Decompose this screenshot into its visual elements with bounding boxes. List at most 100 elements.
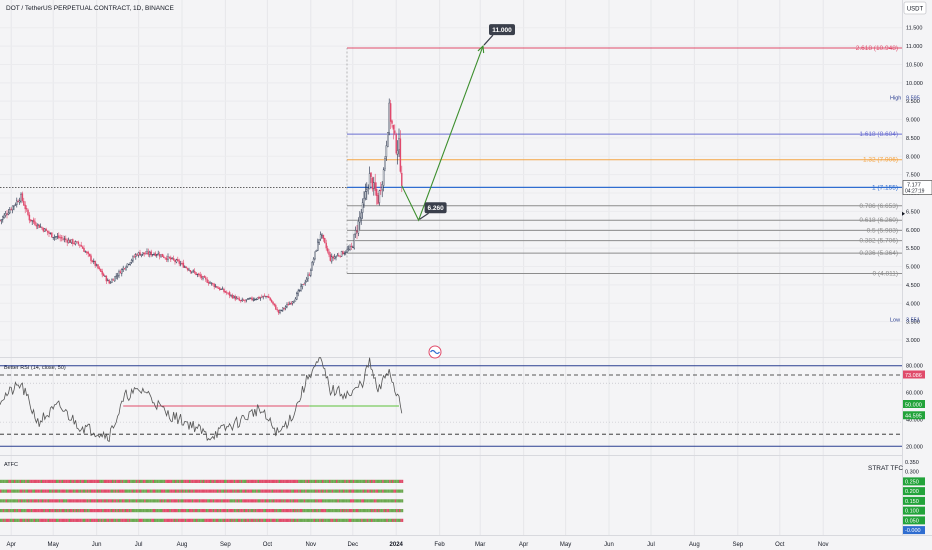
atfc-cell: [278, 518, 281, 522]
fibonacci-extension[interactable]: 2.618 (10.948)1.618 (8.604)1.32 (7.906)1…: [0, 45, 902, 277]
atfc-cell: [246, 489, 248, 493]
atfc-cell: [175, 518, 177, 522]
atfc-cell: [117, 479, 120, 483]
projection-callout: [489, 24, 515, 36]
atfc-cell: [303, 489, 306, 493]
candle-body: [275, 305, 277, 310]
atfc-cell: [387, 479, 390, 483]
atfc-cell: [53, 499, 55, 503]
atfc-cell: [112, 509, 114, 513]
atfc-cell: [116, 499, 118, 503]
atfc-cell: [201, 499, 204, 503]
candle-body: [102, 273, 105, 277]
candle-body: [160, 254, 162, 258]
atfc-cell: [131, 509, 134, 513]
atfc-cell: [361, 499, 363, 503]
atfc-cell: [170, 499, 173, 503]
atfc-cell: [295, 489, 297, 493]
atfc-cell: [235, 489, 237, 493]
atfc-cell: [326, 518, 328, 522]
currency-badge[interactable]: [903, 1, 927, 15]
candle-body: [209, 282, 211, 284]
atfc-cell: [257, 499, 260, 503]
atfc-cell: [330, 509, 332, 513]
candle-body: [95, 264, 98, 266]
atfc-cell: [109, 489, 111, 493]
atfc-cell: [210, 499, 212, 503]
atfc-cell: [19, 518, 22, 522]
atfc-cell: [197, 509, 199, 513]
atfc-cell: [281, 479, 283, 483]
atfc-cell: [263, 489, 265, 493]
atfc-cell: [196, 518, 198, 522]
atfc-cell: [165, 499, 167, 503]
atfc-cell: [99, 499, 101, 503]
candle-body: [200, 275, 203, 279]
atfc-cell: [268, 509, 271, 513]
atfc-cell: [166, 509, 169, 513]
candle-body: [123, 268, 126, 270]
atfc-cell: [252, 489, 254, 493]
atfc-cell: [11, 518, 13, 522]
atfc-cell: [345, 509, 348, 513]
atfc-cell: [12, 489, 15, 493]
atfc-cell: [106, 518, 108, 522]
atfc-cell: [289, 489, 292, 493]
atfc-cell: [155, 518, 157, 522]
atfc-cell: [42, 489, 44, 493]
atfc-cell: [205, 499, 208, 503]
atfc-cell: [324, 479, 327, 483]
atfc-cell: [343, 489, 345, 493]
atfc-cell: [228, 479, 230, 483]
atfc-cell: [222, 489, 225, 493]
candle-body: [395, 134, 397, 154]
atfc-cell: [341, 479, 344, 483]
atfc-cell: [298, 499, 300, 503]
candle-body: [16, 200, 18, 205]
atfc-cell: [142, 479, 145, 483]
candle-body: [265, 295, 267, 297]
atfc-cell: [128, 479, 131, 483]
atfc-cell: [35, 479, 37, 483]
candle-body: [121, 269, 123, 274]
projection-callout: [424, 202, 447, 214]
atfc-cell: [207, 499, 209, 503]
atfc-cell: [54, 499, 57, 503]
atfc-cell: [288, 499, 290, 503]
atfc-cell: [264, 489, 267, 493]
atfc-cell: [37, 489, 40, 493]
atfc-cell: [252, 509, 254, 513]
atfc-cell: [82, 479, 85, 483]
candle-body: [83, 248, 85, 252]
atfc-cell: [240, 499, 243, 503]
atfc-cell: [168, 499, 170, 503]
candle-body: [227, 292, 229, 294]
atfc-cell: [184, 489, 187, 493]
atfc-cell: [266, 509, 268, 513]
atfc-cell: [355, 518, 358, 522]
atfc-cell: [218, 489, 220, 493]
atfc-cell: [281, 499, 283, 503]
candle-body: [284, 306, 287, 309]
atfc-cell: [105, 518, 107, 522]
price-tick-label: 8.000: [906, 154, 920, 160]
atfc-cell: [166, 499, 169, 503]
atfc-cell: [253, 518, 255, 522]
atfc-cell: [65, 518, 68, 522]
atfc-cell: [281, 489, 283, 493]
atfc-cell: [362, 489, 365, 493]
atfc-cell: [102, 479, 104, 483]
atfc-cell: [336, 509, 338, 513]
atfc-cell: [312, 509, 314, 513]
atfc-cell: [116, 509, 118, 513]
atfc-cell: [187, 499, 190, 503]
atfc-cell: [261, 479, 264, 483]
atfc-cell: [302, 509, 304, 513]
atfc-cell: [252, 499, 254, 503]
atfc-cell: [124, 499, 127, 503]
atfc-cell: [32, 489, 34, 493]
atfc-cell: [196, 479, 198, 483]
atfc-cell: [397, 489, 400, 493]
